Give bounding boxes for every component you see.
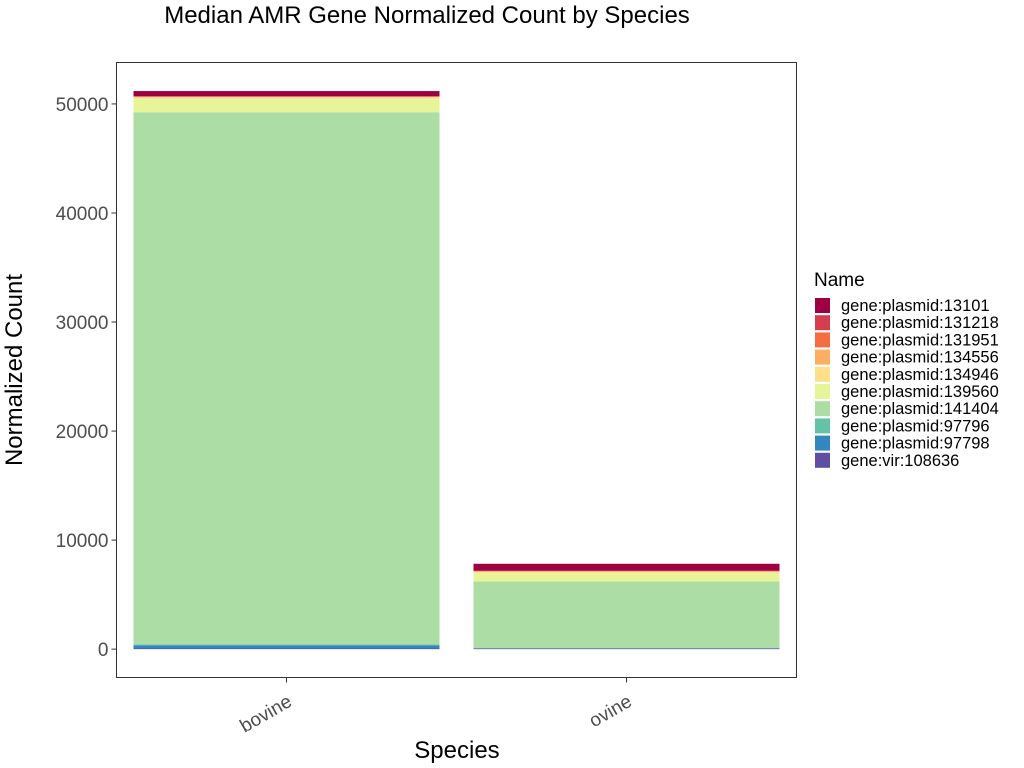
legend-swatch <box>815 349 830 365</box>
legend-label: gene:plasmid:131218 <box>841 314 999 332</box>
legend-label: gene:vir:108636 <box>841 452 959 470</box>
bar-segment <box>133 98 440 113</box>
legend-label: gene:plasmid:141404 <box>841 400 999 418</box>
bar-segment <box>473 563 780 571</box>
bar-segment <box>473 572 780 582</box>
legend-swatch <box>815 452 830 468</box>
chart-title: Median AMR Gene Normalized Count by Spec… <box>164 2 690 29</box>
y-tick-label: 40000 <box>56 204 109 225</box>
x-tick-label: ovine <box>586 691 636 732</box>
x-axis: bovine ovine <box>237 677 636 737</box>
bar-segment <box>133 112 440 645</box>
legend-swatch <box>815 384 830 399</box>
y-tick-label: 30000 <box>56 313 109 334</box>
bar-segment <box>133 97 440 99</box>
y-tick-label: 20000 <box>56 422 109 443</box>
legend-label: gene:plasmid:134556 <box>841 349 999 367</box>
legend-swatch <box>815 435 830 451</box>
legend-label: gene:plasmid:134946 <box>841 366 999 384</box>
legend-swatch <box>815 332 830 348</box>
legend-swatch <box>815 298 830 313</box>
legend-swatch <box>815 401 830 417</box>
legend-title: Name <box>814 270 865 291</box>
y-tick-label: 10000 <box>56 531 109 552</box>
legend-swatch <box>815 315 830 331</box>
bar-segment <box>133 648 440 650</box>
legend-label: gene:plasmid:139560 <box>841 383 999 401</box>
bar-segment <box>473 648 780 650</box>
legend-label: gene:plasmid:131951 <box>841 331 999 349</box>
x-tick-label: bovine <box>237 691 296 737</box>
bar-segment <box>133 644 440 646</box>
bar-segment <box>133 645 440 649</box>
y-tick-label: 0 <box>98 640 109 661</box>
legend-label: gene:plasmid:13101 <box>841 297 990 315</box>
y-axis: 0 10000 20000 30000 40000 50000 <box>56 95 117 661</box>
x-axis-title: Species <box>414 737 499 764</box>
legend: Name gene:plasmid:13101gene:plasmid:1312… <box>814 270 999 470</box>
y-tick-label: 50000 <box>56 95 109 116</box>
legend-label: gene:plasmid:97796 <box>841 417 990 435</box>
bars-layer <box>133 91 780 650</box>
legend-label: gene:plasmid:97798 <box>841 435 990 453</box>
bar-segment <box>133 91 440 97</box>
legend-swatch <box>815 366 830 382</box>
bar-segment <box>473 571 780 573</box>
bar-segment <box>473 581 780 649</box>
y-axis-title: Normalized Count <box>1 274 28 466</box>
legend-swatch <box>815 418 830 434</box>
